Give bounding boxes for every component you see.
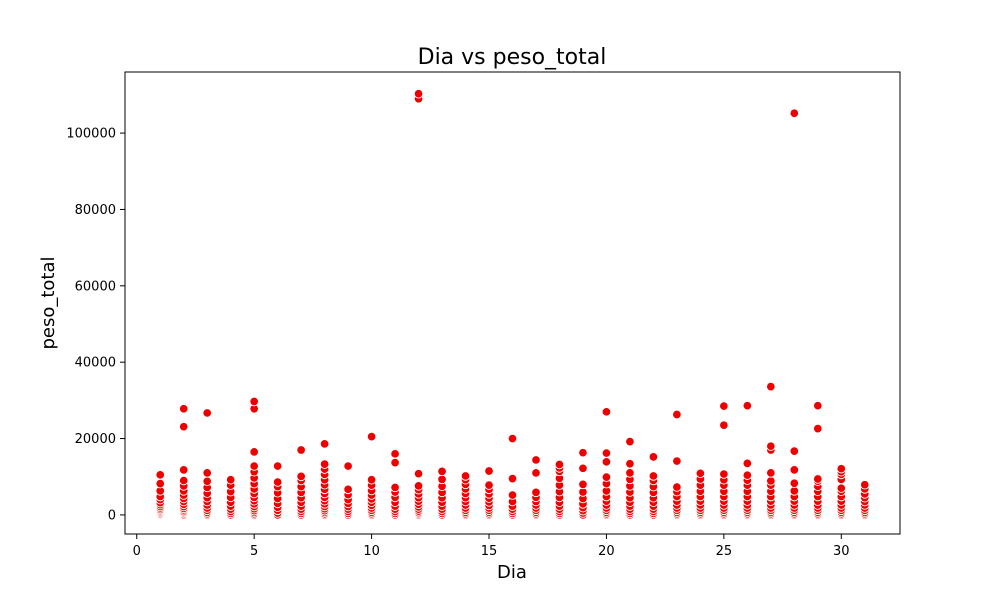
data-point <box>484 480 494 490</box>
data-point <box>789 108 800 118</box>
x-tick-label: 30 <box>833 544 850 559</box>
data-point <box>742 470 753 480</box>
data-point <box>202 476 212 487</box>
data-point <box>178 421 189 432</box>
data-point <box>413 481 424 491</box>
data-point <box>860 480 870 490</box>
y-tick-label: 40000 <box>75 356 116 371</box>
data-point <box>813 474 823 484</box>
y-tick-label: 80000 <box>75 203 116 218</box>
data-point <box>178 475 189 486</box>
data-point <box>437 466 447 477</box>
x-tick-label: 0 <box>133 544 141 559</box>
data-point <box>155 470 165 480</box>
data-point <box>272 477 283 487</box>
data-point <box>601 448 612 458</box>
data-point <box>672 482 682 492</box>
x-tick-label: 25 <box>716 544 733 559</box>
data-point <box>836 483 847 493</box>
data-point <box>625 436 635 447</box>
data-point <box>813 423 823 434</box>
data-point <box>766 441 776 451</box>
data-point <box>202 468 212 478</box>
data-point <box>460 471 471 481</box>
data-point <box>578 479 588 490</box>
y-axis-label: peso_total <box>38 256 59 349</box>
data-point <box>601 407 612 417</box>
x-tick-label: 15 <box>481 544 498 559</box>
data-point <box>343 461 353 471</box>
data-point <box>272 461 283 471</box>
y-tick-label: 100000 <box>66 127 116 142</box>
data-point <box>648 452 659 462</box>
data-point <box>249 461 259 471</box>
data-point <box>296 471 306 482</box>
data-point <box>766 476 776 486</box>
data-point <box>672 456 682 466</box>
data-point <box>742 458 753 469</box>
x-axis-label: Dia <box>497 562 527 583</box>
data-point <box>625 459 635 469</box>
data-point <box>413 89 424 99</box>
y-tick-label: 0 <box>108 508 116 523</box>
data-point <box>413 468 424 479</box>
y-tick-label: 20000 <box>75 432 116 447</box>
data-point <box>578 447 588 458</box>
data-point <box>531 455 541 465</box>
data-point <box>719 420 729 430</box>
data-point <box>390 482 400 493</box>
data-point <box>507 433 518 444</box>
data-point <box>484 466 494 476</box>
data-point <box>789 446 800 456</box>
data-point <box>366 431 377 442</box>
data-point <box>789 465 800 475</box>
data-point <box>625 468 635 478</box>
data-point <box>719 401 729 411</box>
data-point <box>319 459 330 469</box>
plot-area-frame <box>124 71 901 535</box>
data-point <box>648 471 659 481</box>
x-axis-ticks: 0 5 10 15 20 25 30 <box>133 534 850 559</box>
data-point <box>437 474 447 485</box>
data-points <box>155 89 870 520</box>
x-tick-label: 20 <box>598 544 615 559</box>
data-point <box>695 468 706 479</box>
x-tick-label: 10 <box>363 544 380 559</box>
data-point <box>531 468 541 478</box>
data-point <box>578 463 588 474</box>
data-point <box>507 473 518 484</box>
data-point <box>366 475 377 485</box>
data-point <box>531 487 541 498</box>
data-point <box>296 445 306 455</box>
data-point <box>719 469 729 479</box>
data-point <box>155 478 165 489</box>
chart-title: Dia vs peso_total <box>418 45 607 70</box>
data-point <box>249 447 259 457</box>
data-point <box>789 478 800 488</box>
data-point <box>202 408 212 418</box>
data-point <box>343 484 353 495</box>
data-point <box>813 400 823 411</box>
data-point <box>390 457 400 468</box>
data-point <box>507 490 518 500</box>
data-point <box>178 465 189 475</box>
data-point <box>601 472 612 482</box>
data-point <box>319 439 330 449</box>
data-point <box>178 404 189 414</box>
data-point <box>766 468 776 478</box>
y-axis-ticks: 0 20000 40000 60000 80000 100000 <box>66 127 125 523</box>
data-point <box>601 457 612 467</box>
data-point <box>225 475 236 485</box>
data-point <box>554 459 565 470</box>
data-point <box>390 449 400 459</box>
data-point <box>672 409 682 420</box>
y-tick-label: 60000 <box>75 279 116 294</box>
data-point <box>836 463 847 474</box>
data-point <box>766 381 776 392</box>
x-tick-label: 5 <box>250 544 258 559</box>
data-point <box>742 400 753 411</box>
data-point <box>249 396 259 407</box>
